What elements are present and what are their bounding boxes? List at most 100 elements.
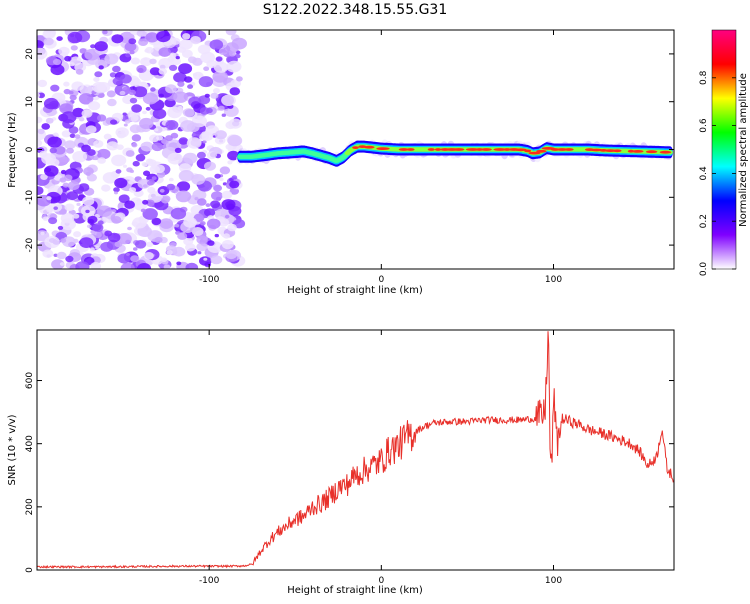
noise-blob	[210, 151, 218, 158]
noise-blob	[124, 200, 135, 209]
noise-blob	[131, 78, 141, 86]
noise-blob	[223, 233, 230, 239]
noise-blob	[156, 135, 163, 141]
ridge-peak	[453, 148, 465, 151]
y-tick-label: 0	[25, 567, 35, 573]
noise-blob	[132, 160, 140, 167]
noise-region	[37, 30, 247, 269]
noise-blob	[219, 177, 224, 182]
noise-blob	[204, 208, 216, 217]
noise-blob	[174, 223, 180, 228]
noise-blob	[87, 149, 96, 156]
noise-blob	[140, 141, 154, 152]
colorbar-tick-label: 0.8	[699, 70, 709, 85]
noise-blob	[59, 103, 73, 114]
noise-blob	[211, 191, 223, 201]
x-tick-label: 0	[378, 576, 384, 586]
noise-blob	[128, 89, 136, 96]
ridge-peak	[475, 148, 484, 151]
noise-blob	[146, 241, 154, 247]
noise-blob	[78, 183, 90, 192]
noise-blob	[135, 240, 147, 249]
ridge-peak	[514, 148, 527, 152]
noise-blob	[142, 110, 147, 115]
noise-blob	[154, 236, 163, 244]
figure-title: S122.2022.348.15.55.G31	[263, 2, 448, 18]
noise-blob	[72, 151, 88, 163]
noise-blob	[128, 187, 137, 193]
noise-blob	[176, 181, 191, 192]
noise-blob	[62, 236, 76, 247]
noise-blob	[125, 53, 131, 58]
noise-blob	[183, 217, 198, 228]
noise-blob	[142, 92, 158, 105]
noise-blob	[167, 106, 183, 119]
noise-blob	[227, 160, 233, 165]
noise-blob	[236, 76, 243, 82]
noise-blob	[132, 86, 148, 98]
noise-blob	[234, 53, 241, 59]
noise-blob	[126, 252, 130, 256]
noise-blob	[120, 262, 135, 269]
noise-blob	[69, 94, 77, 101]
noise-blob	[142, 199, 149, 205]
noise-blob	[152, 108, 167, 120]
ridge-peak	[480, 148, 492, 151]
noise-blob	[213, 88, 220, 94]
noise-blob	[60, 238, 67, 243]
noise-blob	[170, 37, 181, 45]
noise-blob	[69, 56, 82, 66]
noise-blob	[104, 53, 119, 65]
noise-blob	[60, 111, 77, 124]
noise-blob	[177, 46, 186, 53]
noise-blob	[76, 202, 81, 206]
snr-xlabel: Height of straight line (km)	[287, 585, 423, 596]
noise-blob	[78, 117, 85, 122]
ridge-peak	[524, 149, 532, 153]
noise-blob	[154, 128, 159, 132]
noise-blob	[185, 262, 199, 269]
noise-blob	[93, 231, 102, 239]
noise-blob	[106, 90, 116, 98]
noise-blob	[196, 235, 208, 245]
noise-blob	[56, 36, 63, 41]
noise-blob	[85, 125, 97, 134]
noise-blob	[229, 187, 239, 195]
noise-blob	[111, 34, 124, 44]
noise-blob	[43, 97, 59, 110]
noise-blob	[145, 106, 151, 111]
noise-blob	[156, 30, 171, 43]
noise-blob	[90, 262, 102, 269]
noise-blob	[168, 177, 174, 182]
noise-blob	[140, 81, 148, 88]
noise-blob	[178, 170, 194, 182]
noise-blob	[193, 213, 205, 222]
noise-blob	[71, 81, 84, 91]
noise-blob	[137, 263, 152, 269]
noise-blob	[177, 232, 188, 240]
noise-blob	[93, 140, 104, 148]
noise-blob	[149, 67, 161, 76]
noise-blob	[138, 38, 149, 46]
noise-blob	[124, 42, 137, 52]
noise-blob	[147, 180, 154, 186]
noise-blob	[65, 255, 74, 263]
noise-blob	[231, 175, 238, 180]
noise-blob	[97, 157, 106, 164]
noise-blob	[221, 199, 236, 210]
y-tick-label: 400	[25, 435, 35, 452]
colorbar-tick-label: 0.0	[699, 262, 709, 277]
noise-blob	[185, 243, 196, 252]
colorbar-ticks: 0.0 0.2 0.4 0.6 0.8	[699, 70, 736, 276]
noise-blob	[198, 76, 214, 88]
noise-blob	[73, 238, 79, 243]
noise-blob	[60, 218, 76, 231]
noise-blob	[114, 241, 123, 248]
noise-blob	[63, 81, 70, 87]
noise-blob	[62, 182, 69, 188]
noise-blob	[165, 84, 177, 94]
noise-blob	[213, 184, 223, 192]
colorbar-tick-label: 0.4	[699, 166, 709, 181]
